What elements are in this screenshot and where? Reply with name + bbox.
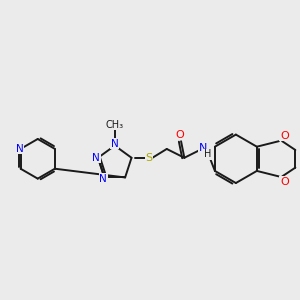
Text: CH₃: CH₃ <box>106 120 124 130</box>
Text: O: O <box>280 131 289 141</box>
Text: S: S <box>146 153 153 163</box>
Text: N: N <box>99 174 107 184</box>
Text: N: N <box>16 144 23 154</box>
Text: N: N <box>111 139 118 149</box>
Text: N: N <box>92 153 100 163</box>
Text: H: H <box>204 149 211 160</box>
Text: O: O <box>176 130 184 140</box>
Text: O: O <box>280 177 289 187</box>
Text: N: N <box>199 143 207 153</box>
